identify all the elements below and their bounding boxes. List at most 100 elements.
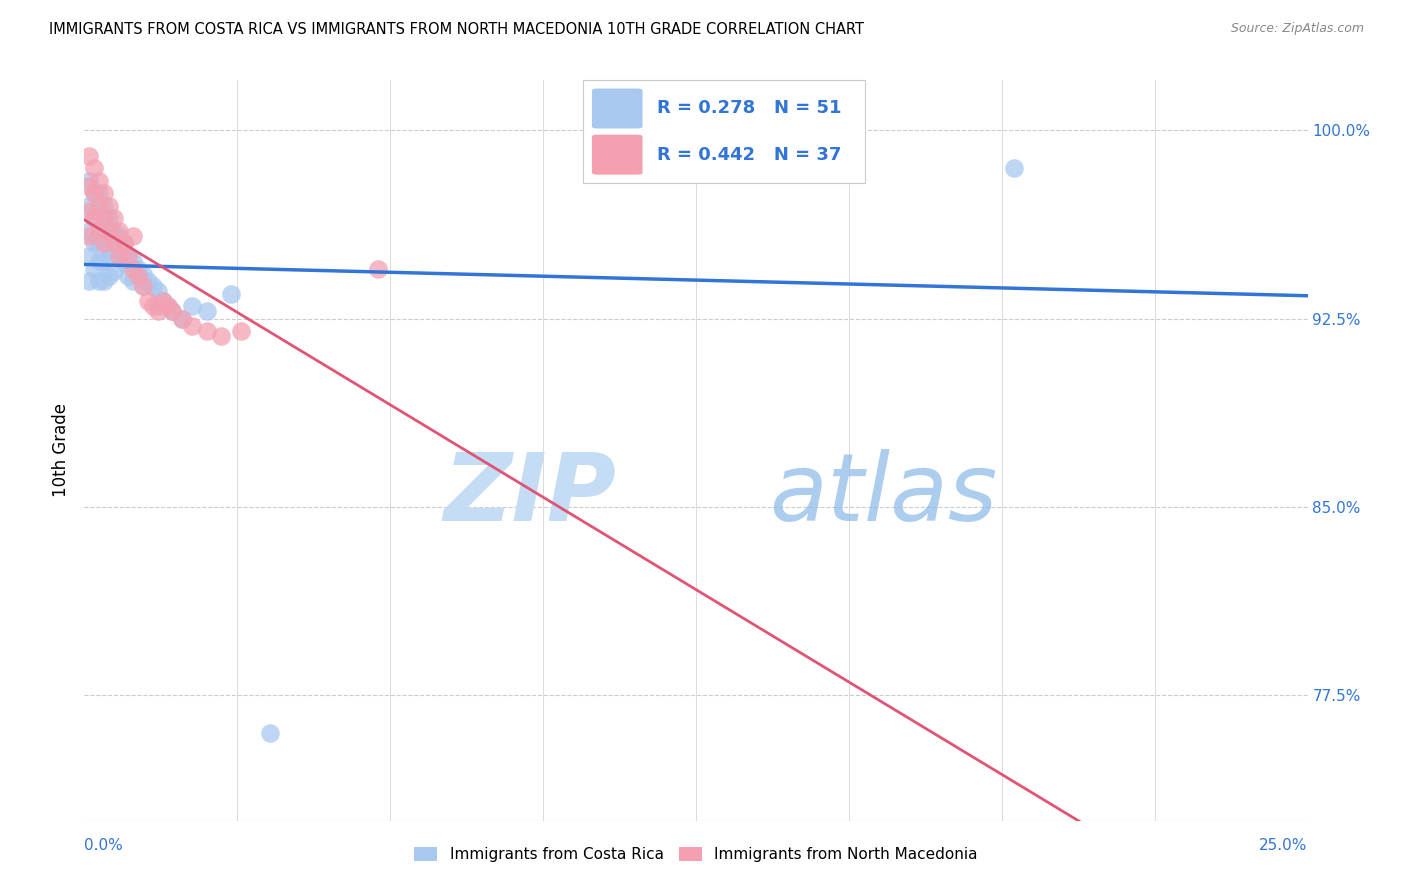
Point [122, 254, 145, 268]
Point [117, 268, 139, 283]
Point [77, 274, 100, 288]
Point [93, 254, 115, 268]
Point [367, 261, 389, 276]
Point [83, 186, 105, 201]
Point [107, 249, 129, 263]
Text: 25.0%: 25.0% [1260, 838, 1308, 854]
Point [181, 299, 204, 313]
Point [103, 264, 125, 278]
Point [122, 261, 145, 276]
Point [77, 203, 100, 218]
Point [112, 236, 135, 251]
Point [83, 211, 105, 226]
Text: 0.0%: 0.0% [84, 838, 124, 854]
Point [103, 244, 125, 258]
FancyBboxPatch shape [592, 135, 643, 175]
Point [1002, 161, 1025, 175]
Point [93, 236, 115, 251]
Point [77, 224, 100, 238]
Text: atlas: atlas [769, 450, 998, 541]
Point [93, 199, 115, 213]
Point [97, 224, 120, 238]
Text: ZIP: ZIP [443, 449, 616, 541]
Point [93, 186, 115, 201]
Point [107, 224, 129, 238]
Point [83, 161, 105, 175]
Point [152, 294, 174, 309]
Point [93, 211, 115, 226]
Point [229, 324, 252, 338]
Point [132, 267, 155, 281]
Point [195, 324, 218, 338]
Point [156, 299, 179, 313]
Point [195, 304, 218, 318]
Point [172, 311, 194, 326]
Point [77, 249, 100, 263]
Point [87, 236, 110, 251]
Point [172, 311, 194, 326]
Point [97, 228, 120, 243]
Point [87, 203, 110, 218]
Point [97, 211, 120, 226]
Point [97, 249, 120, 263]
Text: R = 0.442   N = 37: R = 0.442 N = 37 [657, 145, 841, 163]
Point [122, 274, 145, 288]
Point [87, 224, 110, 238]
Point [103, 224, 125, 238]
Point [87, 274, 110, 288]
Point [142, 279, 165, 293]
Point [142, 299, 165, 313]
Point [77, 174, 100, 188]
Point [117, 249, 139, 263]
Point [136, 294, 159, 309]
Point [146, 284, 169, 298]
Point [127, 261, 149, 276]
Point [132, 279, 155, 293]
Text: IMMIGRANTS FROM COSTA RICA VS IMMIGRANTS FROM NORTH MACEDONIA 10TH GRADE CORRELA: IMMIGRANTS FROM COSTA RICA VS IMMIGRANTS… [49, 22, 865, 37]
Text: R = 0.278   N = 51: R = 0.278 N = 51 [657, 100, 841, 118]
Point [107, 249, 129, 263]
Point [219, 286, 242, 301]
Y-axis label: 10th Grade: 10th Grade [52, 403, 70, 498]
Point [93, 216, 115, 230]
Point [136, 274, 159, 288]
Point [97, 199, 120, 213]
Point [259, 726, 281, 740]
Point [146, 299, 169, 313]
Point [87, 199, 110, 213]
Point [103, 211, 125, 226]
Point [146, 304, 169, 318]
Point [77, 178, 100, 193]
Point [209, 329, 232, 343]
Legend: Immigrants from Costa Rica, Immigrants from North Macedonia: Immigrants from Costa Rica, Immigrants f… [408, 841, 984, 869]
Point [93, 274, 115, 288]
Point [87, 174, 110, 188]
Point [83, 186, 105, 201]
Point [103, 236, 125, 251]
Point [152, 294, 174, 309]
Point [181, 319, 204, 334]
Point [122, 228, 145, 243]
Point [156, 299, 179, 313]
Point [77, 148, 100, 162]
Point [162, 304, 184, 318]
Point [127, 268, 149, 283]
Point [162, 304, 184, 318]
Point [112, 236, 135, 251]
Point [132, 279, 155, 293]
Point [77, 199, 100, 213]
Point [107, 228, 129, 243]
Point [93, 236, 115, 251]
Text: Source: ZipAtlas.com: Source: ZipAtlas.com [1230, 22, 1364, 36]
Point [117, 249, 139, 263]
FancyBboxPatch shape [592, 88, 643, 128]
Point [97, 268, 120, 283]
Point [83, 261, 105, 276]
Point [83, 236, 105, 251]
Point [77, 228, 100, 243]
Point [87, 254, 110, 268]
Point [87, 224, 110, 238]
Point [112, 256, 135, 270]
Point [87, 186, 110, 201]
Point [83, 211, 105, 226]
